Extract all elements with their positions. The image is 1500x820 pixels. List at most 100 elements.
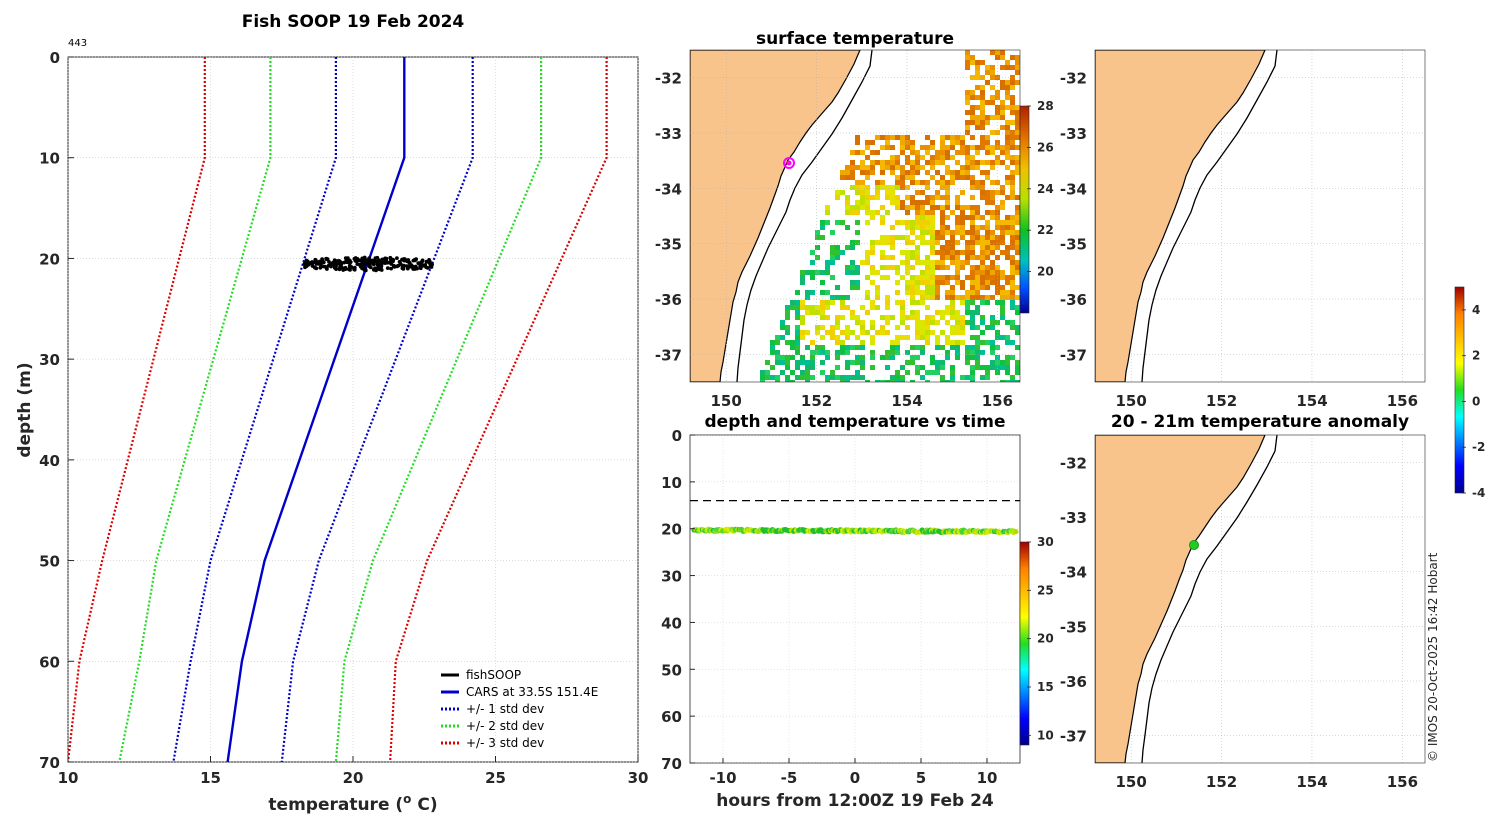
sst-pixel xyxy=(945,195,950,200)
sst-pixel xyxy=(765,360,770,365)
sst-pixel xyxy=(950,245,955,250)
fishsoop-point xyxy=(338,260,343,265)
colorbar-tick-label: 0 xyxy=(1472,394,1480,408)
sst-pixel xyxy=(945,225,950,230)
sst-pixel xyxy=(990,360,995,365)
time-ytick-label: 20 xyxy=(661,521,682,539)
sst-pixel xyxy=(890,375,895,380)
sst-pixel xyxy=(1010,110,1015,115)
sst-pixel xyxy=(950,295,955,300)
sst-pixel xyxy=(980,185,985,190)
sst-pixel xyxy=(1010,220,1015,225)
sst-pixel xyxy=(980,260,985,265)
sst-pixel xyxy=(955,345,960,350)
sst-pixel xyxy=(960,340,965,345)
sst-pixel xyxy=(820,220,825,225)
map-xtick-label: 154 xyxy=(1296,773,1327,791)
sst-pixel xyxy=(1010,225,1015,230)
sst-pixel xyxy=(935,345,940,350)
sst-pixel xyxy=(895,160,900,165)
sst-pixel xyxy=(940,265,945,270)
map-xtick-label: 150 xyxy=(1116,773,1147,791)
sst-pixel xyxy=(900,260,905,265)
sst-pixel xyxy=(885,160,890,165)
sst-pixel xyxy=(970,230,975,235)
sst-pixel xyxy=(865,295,870,300)
sst-pixel xyxy=(1010,135,1015,140)
sst-pixel xyxy=(850,150,855,155)
sst-pixel xyxy=(795,365,800,370)
sst-pixel xyxy=(1010,280,1015,285)
sst-pixel xyxy=(955,205,960,210)
sst-pixel xyxy=(1005,255,1010,260)
fishsoop-point xyxy=(337,267,342,272)
sst-pixel xyxy=(930,155,935,160)
sst-pixel xyxy=(940,140,945,145)
sst-pixel xyxy=(930,285,935,290)
sst-pixel xyxy=(1010,120,1015,125)
sst-pixel xyxy=(980,90,985,95)
ytick-label: 0 xyxy=(50,49,60,67)
sst-pixel xyxy=(995,115,1000,120)
sst-pixel xyxy=(855,285,860,290)
sst-pixel xyxy=(985,100,990,105)
sst-pixel xyxy=(805,345,810,350)
sst-pixel xyxy=(980,60,985,65)
sst-pixel xyxy=(940,360,945,365)
sst-pixel xyxy=(845,195,850,200)
sst-pixel xyxy=(985,65,990,70)
sst-pixel xyxy=(890,160,895,165)
sst-pixel xyxy=(925,270,930,275)
time-ytick-label: 0 xyxy=(672,427,682,445)
sst-pixel xyxy=(945,340,950,345)
fishsoop-point xyxy=(373,256,378,260)
sst-pixel xyxy=(975,310,980,315)
sst-pixel xyxy=(960,145,965,150)
sst-pixel xyxy=(1010,300,1015,305)
sst-pixel xyxy=(890,315,895,320)
sst-pixel xyxy=(885,300,890,305)
sst-pixel xyxy=(1000,50,1005,55)
fishsoop-point xyxy=(397,259,402,264)
sst-pixel xyxy=(925,150,930,155)
sst-pixel xyxy=(780,320,785,325)
sst-pixel xyxy=(905,350,910,355)
sst-pixel xyxy=(885,315,890,320)
sst-pixel xyxy=(985,225,990,230)
colorbar-tick-label: 30 xyxy=(1037,535,1054,549)
sst-pixel xyxy=(1015,205,1020,210)
sst-pixel xyxy=(950,170,955,175)
sst-pixel xyxy=(1000,285,1005,290)
sst-pixel xyxy=(990,235,995,240)
sst-pixel xyxy=(1005,95,1010,100)
sst-pixel xyxy=(830,300,835,305)
sst-pixel xyxy=(865,210,870,215)
sst-pixel xyxy=(975,105,980,110)
sst-pixel xyxy=(860,170,865,175)
sst-pixel xyxy=(960,215,965,220)
ytick-label: 60 xyxy=(39,653,60,671)
sst-pixel xyxy=(950,175,955,180)
fishsoop-point xyxy=(429,265,434,269)
sst-pixel xyxy=(955,330,960,335)
sst-pixel xyxy=(905,225,910,230)
sst-pixel xyxy=(785,365,790,370)
sst-pixel xyxy=(1000,250,1005,255)
sst-pixel xyxy=(965,60,970,65)
sst-pixel xyxy=(985,375,990,380)
sst-pixel xyxy=(940,145,945,150)
sst-pixel xyxy=(915,260,920,265)
time-ytick-label: 40 xyxy=(661,614,682,632)
sst-pixel xyxy=(930,275,935,280)
sst-pixel xyxy=(825,300,830,305)
sst-pixel xyxy=(985,200,990,205)
sst-pixel xyxy=(1005,365,1010,370)
sst-pixel xyxy=(940,230,945,235)
sst-pixel xyxy=(885,235,890,240)
sst-pixel xyxy=(935,360,940,365)
sst-pixel xyxy=(835,220,840,225)
sst-pixel xyxy=(840,220,845,225)
sst-pixel xyxy=(1010,270,1015,275)
sst-pixel xyxy=(960,320,965,325)
sst-pixel xyxy=(990,85,995,90)
